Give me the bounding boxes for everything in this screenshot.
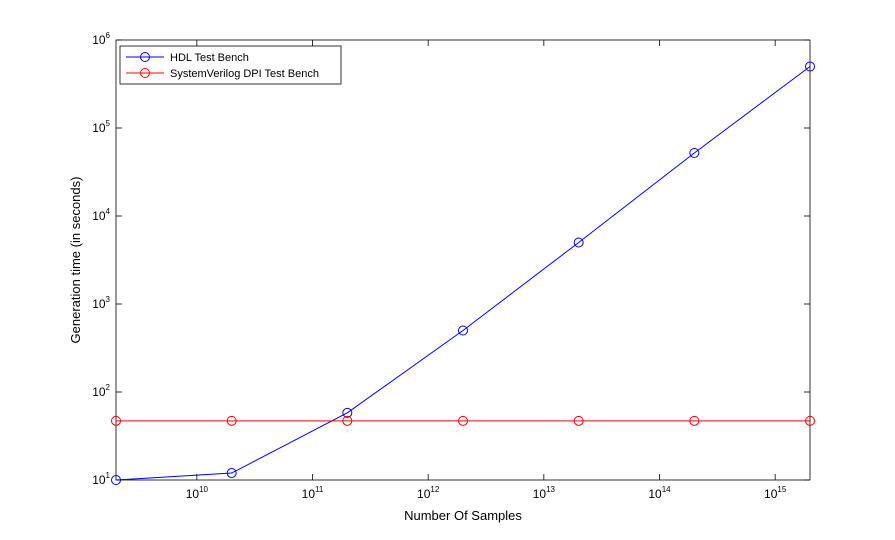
- plot-area: [115, 39, 811, 481]
- marker: [805, 415, 815, 426]
- marker: [226, 415, 237, 426]
- y-axis-label: Generation time (in seconds): [68, 177, 83, 344]
- marker: [573, 237, 584, 248]
- marker: [342, 407, 353, 418]
- marker: [111, 415, 121, 426]
- marker: [458, 325, 468, 336]
- marker: [689, 147, 700, 158]
- y-tick-label: 103: [92, 295, 110, 311]
- marker: [458, 415, 468, 426]
- legend-label: HDL Test Bench: [170, 52, 249, 64]
- x-tick-label: 1010: [186, 485, 209, 501]
- y-tick-label: 106: [92, 31, 110, 47]
- y-tick-label: 102: [92, 383, 110, 399]
- marker: [111, 475, 121, 485]
- series-line: [115, 66, 811, 481]
- x-tick-label: 1011: [302, 485, 324, 501]
- x-tick-label: 1014: [648, 485, 671, 501]
- marker: [342, 415, 353, 426]
- y-tick-label: 104: [92, 207, 110, 223]
- legend-box: [119, 45, 342, 85]
- marker: [805, 61, 815, 72]
- legend-marker: [140, 68, 150, 78]
- y-tick-label: 105: [92, 119, 110, 135]
- legend-marker: [140, 52, 150, 62]
- x-tick-label: 1013: [533, 485, 556, 501]
- x-tick-label: 1015: [764, 485, 787, 501]
- legend-label: SystemVerilog DPI Test Bench: [170, 68, 319, 80]
- marker: [226, 468, 237, 479]
- x-axis-label: Number Of Samples: [404, 508, 522, 523]
- marker: [689, 415, 700, 426]
- marker: [573, 415, 584, 426]
- y-tick-label: 101: [92, 471, 110, 487]
- x-tick-label: 1012: [417, 485, 440, 501]
